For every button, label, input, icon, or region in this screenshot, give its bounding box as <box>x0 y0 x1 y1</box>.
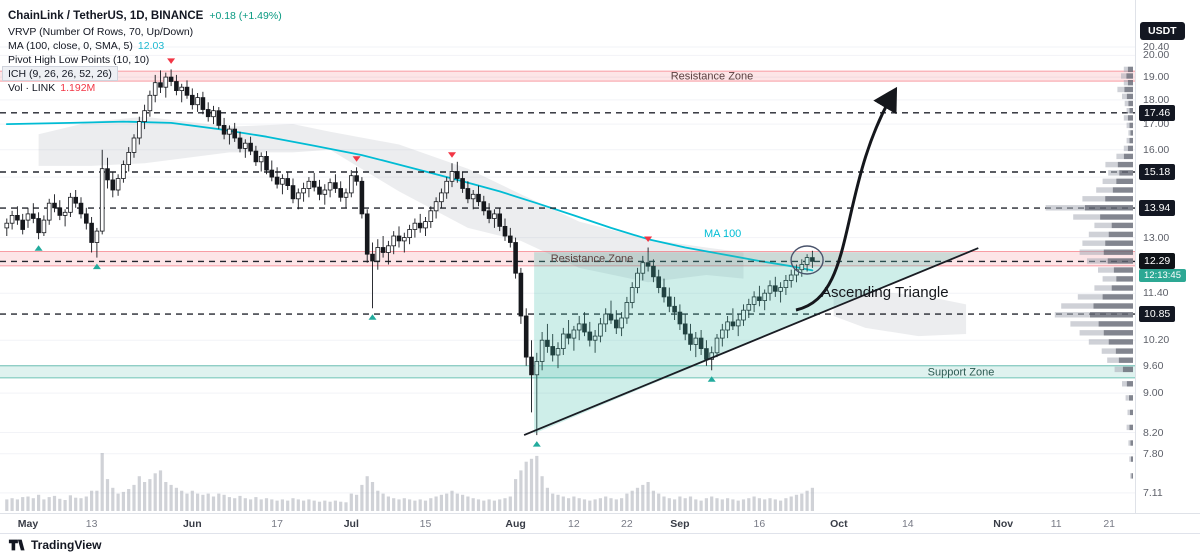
volume-bars <box>5 453 814 511</box>
indicator-legend-rows: VRVP (Number Of Rows, 70, Up/Down) MA (10… <box>2 25 282 94</box>
indicator-value: 12.03 <box>137 39 165 52</box>
price-tick-label: 9.60 <box>1143 359 1164 372</box>
indicator-row[interactable]: VRVP (Number Of Rows, 70, Up/Down) <box>8 25 193 38</box>
time-tick-label: 11 <box>1050 518 1062 530</box>
zone-label[interactable]: Resistance Zone <box>551 253 634 265</box>
price-tick-label: 7.11 <box>1143 486 1163 499</box>
price-level-badge: 10.85 <box>1139 306 1176 323</box>
price-level-badge: 15.18 <box>1139 164 1176 180</box>
indicator-row[interactable]: ICH (9, 26, 26, 52, 26) <box>2 66 118 81</box>
time-tick-label: 12 <box>568 518 580 530</box>
candlesticks <box>4 69 815 436</box>
price-tick-label: 9.00 <box>1143 387 1164 400</box>
tradingview-logo-text: TradingView <box>31 538 102 552</box>
time-tick-label: Sep <box>670 518 690 530</box>
pivot-high-markers <box>167 58 653 242</box>
time-tick-label: 22 <box>621 518 633 530</box>
symbol-title[interactable]: ChainLink / TetherUS, 1D, BINANCE <box>8 10 204 22</box>
indicator-label: MA (100, close, 0, SMA, 5) <box>8 39 133 52</box>
zone-label[interactable]: Support Zone <box>928 366 995 378</box>
indicator-row[interactable]: Vol · LINK 1.192M <box>8 81 95 94</box>
ma-label: MA 100 <box>704 228 741 240</box>
zone-band[interactable] <box>0 251 1135 267</box>
symbol-title-row[interactable]: ChainLink / TetherUS, 1D, BINANCE +0.18 (… <box>8 10 282 24</box>
footer-bar: TradingView <box>0 533 1200 555</box>
zone-band[interactable] <box>0 70 1135 82</box>
zone-label[interactable]: Resistance Zone <box>671 71 754 83</box>
current-price-badge: 12.29 <box>1139 253 1176 270</box>
indicator-value: 1.192M <box>60 81 96 94</box>
legend: ChainLink / TetherUS, 1D, BINANCE +0.18 (… <box>2 10 282 94</box>
time-tick-label: 15 <box>419 518 432 530</box>
trendline[interactable] <box>523 247 979 436</box>
tradingview-logo-icon <box>8 539 25 551</box>
pivot-low-markers <box>34 245 716 447</box>
time-tick-label: Aug <box>505 518 526 530</box>
pivot-level-lines[interactable] <box>0 112 1135 315</box>
indicator-row[interactable]: Pivot High Low Points (10, 10) <box>8 53 149 66</box>
price-tick-label: 20.40 <box>1143 41 1170 53</box>
breakout-circle[interactable] <box>790 245 824 275</box>
time-tick-label: Oct <box>830 518 848 530</box>
time-tick-label: Nov <box>993 518 1014 530</box>
price-level-badge: 13.94 <box>1139 200 1176 217</box>
pattern-label[interactable]: Ascending Triangle <box>821 284 949 301</box>
price-tick-label: 20.00 <box>1143 49 1170 62</box>
time-tick-label: 17 <box>271 518 283 530</box>
indicator-row[interactable]: MA (100, close, 0, SMA, 5) 12.03 <box>8 39 164 52</box>
price-tick-label: 10.20 <box>1143 334 1170 347</box>
price-tick-label: 18.00 <box>1143 93 1170 106</box>
time-tick-label: 14 <box>901 518 914 530</box>
time-axis[interactable]: May 13 Jun 17 Jul 15 Aug 12 22 Sep 16 Oct 14 Nov 11 21 <box>0 513 1200 534</box>
zone-band[interactable] <box>0 365 1135 379</box>
price-tick-label: 17.00 <box>1143 118 1170 131</box>
indicator-label: Vol · LINK <box>8 81 56 94</box>
price-level-badge: 17.46 <box>1139 104 1176 121</box>
price-tick-label: 16.00 <box>1143 143 1170 156</box>
price-axis[interactable]: USDT 20.4020.0019.0018.0017.0016.0015.00… <box>1135 0 1200 533</box>
currency-badge[interactable]: USDT <box>1140 22 1185 40</box>
time-tick-label: 13 <box>85 518 98 530</box>
price-tick-label: 11.40 <box>1143 287 1169 300</box>
time-tick-label: 16 <box>753 518 766 530</box>
time-tick-label: May <box>17 518 39 530</box>
breakout-arrow[interactable] <box>795 86 898 312</box>
price-tick-label: 13.00 <box>1143 231 1170 244</box>
tradingview-logo[interactable]: TradingView <box>8 538 101 552</box>
bar-countdown: 12:13:45 <box>1139 269 1186 283</box>
volume-profile <box>1045 66 1133 479</box>
indicator-label: VRVP (Number Of Rows, 70, Up/Down) <box>8 25 194 38</box>
price-tick-label: 8.20 <box>1143 426 1164 439</box>
indicator-label: Pivot High Low Points (10, 10) <box>8 53 150 66</box>
time-tick-label: Jul <box>343 518 359 530</box>
price-change: +0.18 (+1.49%) <box>209 10 282 22</box>
time-tick-label: 21 <box>1103 518 1116 530</box>
indicator-label: ICH (9, 26, 26, 52, 26) <box>8 67 112 80</box>
price-tick-label: 19.00 <box>1143 71 1170 84</box>
time-tick-label: Jun <box>182 518 202 530</box>
price-tick-label: 7.80 <box>1143 447 1164 460</box>
